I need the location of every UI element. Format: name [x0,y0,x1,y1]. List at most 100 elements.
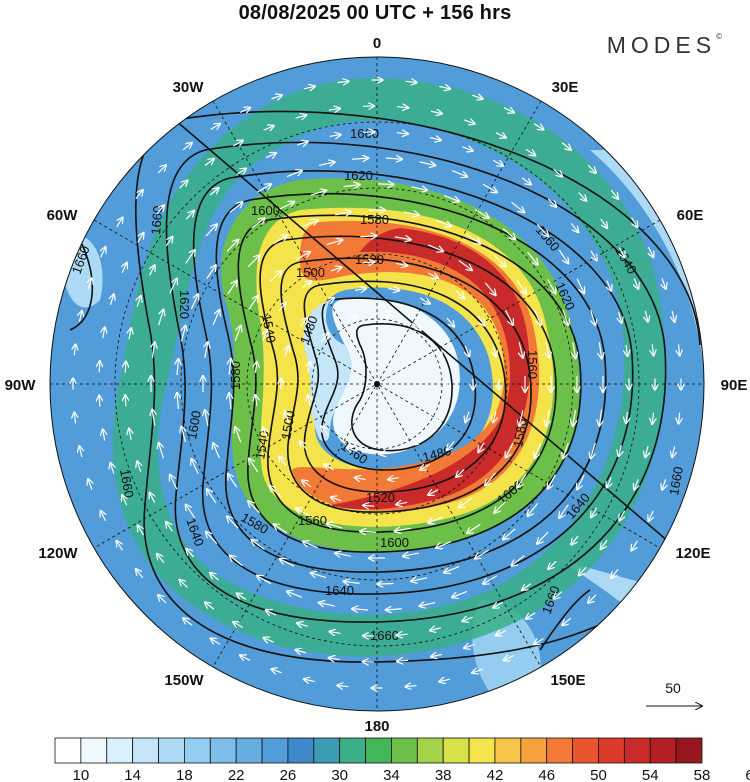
wind-arrow-icon [257,576,272,585]
wind-arrow-icon [396,133,408,134]
wind-arrow-icon [249,459,259,473]
wind-arrow-icon [467,523,481,533]
wind-arrow-icon [506,443,514,457]
wind-arrow-icon [207,489,217,503]
wind-arrow-icon [611,568,619,578]
wind-arrow-icon [443,194,459,201]
colorbar-tick-label: 14 [124,767,141,782]
wind-arrow-icon [662,278,666,288]
contour-label: 1660 [666,465,686,496]
colorbar-swatch [209,737,237,764]
wind-arrow-icon [125,395,126,407]
colorbar-swatch [339,737,366,764]
wind-arrow-icon [296,508,311,517]
wind-arrow-icon [527,251,538,264]
wind-arrow-icon [610,189,618,199]
wind-arrow-icon [310,190,326,196]
wind-arrow-icon [411,578,428,581]
wind-arrow-icon [103,430,105,441]
wind-arrow-icon [205,410,208,426]
wind-arrow-icon [158,310,164,326]
wind-arrow-icon [578,192,586,201]
wind-arrow-icon [159,443,164,459]
wind-arrow-icon [412,437,422,444]
reference-vector-label: 50 [665,680,681,696]
contour-label: 1660 [370,628,399,643]
colorbar-tick-label: 38 [435,767,452,782]
wind-arrow-icon [323,298,334,304]
copyright-mark: © [716,32,722,41]
colorbar-swatch [675,737,703,764]
wind-arrow-icon [386,609,402,610]
wind-arrow-icon [406,685,417,686]
wind-arrow-icon [397,634,408,635]
wind-arrow-icon [285,346,289,357]
wind-arrow-icon [385,158,402,159]
wind-arrow-icon [135,190,143,200]
wind-arrow-icon [626,412,627,423]
wind-arrow-icon [436,346,441,357]
wind-arrow-icon [303,86,315,88]
wind-arrow-icon [227,281,237,295]
wind-arrow-icon [451,170,467,177]
wind-arrow-icon [464,120,474,124]
contour-label: 1580 [228,361,243,390]
wind-arrow-icon [534,637,544,644]
wind-arrow-icon [150,493,155,503]
wind-arrow-icon [347,448,358,452]
wind-arrow-icon [177,359,178,376]
wind-arrow-icon [227,517,239,529]
wind-arrow-icon [419,162,435,166]
wind-arrow-icon [232,140,243,146]
wind-arrow-icon [519,410,523,426]
wind-arrow-icon [394,237,411,240]
wind-arrow-icon [553,168,562,176]
wind-arrow-icon [503,528,516,540]
wind-arrow-icon [263,330,267,341]
wind-arrow-icon [206,265,216,279]
contour-label: 1660 [350,126,379,141]
wind-arrow-icon [475,549,489,558]
wind-arrow-icon [428,490,439,495]
wind-arrow-icon [599,342,601,358]
wind-arrow-icon [235,427,242,443]
contour-label: 1600 [184,409,204,440]
wind-arrow-icon [456,468,465,477]
wind-arrow-icon [137,233,144,243]
wind-arrow-icon [304,679,315,681]
colorbar-tick-label: 26 [280,767,297,782]
wind-arrow-icon [535,442,542,458]
wind-arrow-icon [228,474,238,488]
colorbar-swatch [132,737,159,764]
wind-arrow-icon [329,658,340,660]
wind-arrow-icon [619,311,622,323]
wind-arrow-icon [326,240,342,245]
wind-arrow-icon [591,442,596,458]
colorbar-swatch [572,737,599,764]
wind-arrow-icon [264,638,274,642]
wind-arrow-icon [619,247,624,258]
wind-arrow-icon [110,294,113,306]
wind-arrow-icon [428,516,444,523]
wind-arrow-icon [122,495,127,506]
wind-arrow-icon [296,142,308,145]
wind-arrow-icon [101,511,106,522]
wind-arrow-icon [352,158,368,159]
wind-arrow-icon [587,164,596,173]
wind-arrow-icon [239,108,250,113]
wind-arrow-icon [430,628,441,631]
wind-arrow-icon [213,443,220,459]
wind-arrow-icon [330,267,341,271]
wind-arrow-icon [537,531,549,544]
wind-arrow-icon [229,393,231,410]
wind-arrow-icon [206,532,218,544]
wind-arrow-icon [634,278,638,288]
wind-arrow-icon [363,262,374,263]
wind-arrow-icon [360,531,377,532]
lon-label-150e: 150E [550,672,585,689]
wind-arrow-icon [419,298,430,304]
wind-arrow-icon [335,212,351,215]
wind-arrow-icon [330,632,341,634]
wind-arrow-icon [465,345,469,356]
